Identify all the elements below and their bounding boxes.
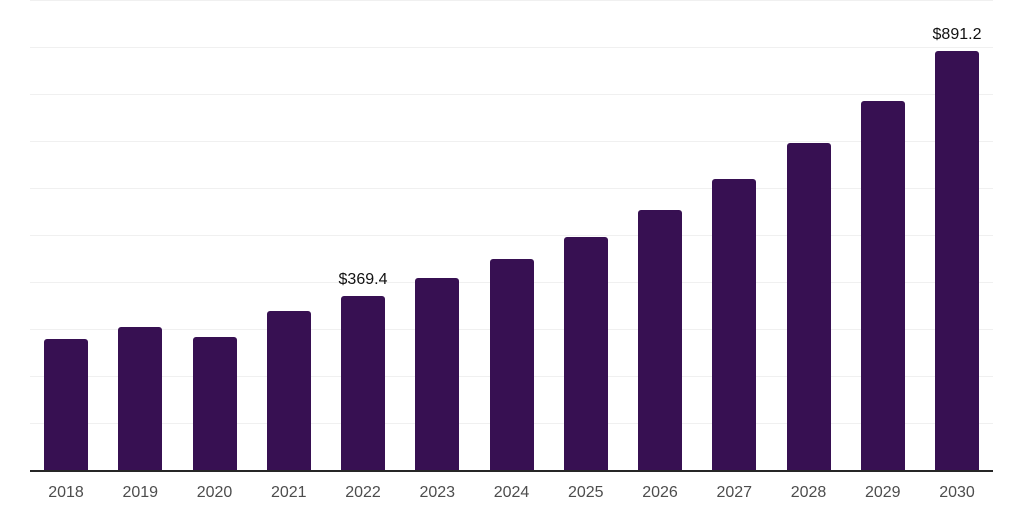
- gridline: [30, 94, 993, 95]
- bar-value-label-2022: $369.4: [338, 271, 388, 289]
- x-tick-label-2018: 2018: [48, 484, 84, 501]
- bar-2024[interactable]: [489, 258, 534, 470]
- gridline: [30, 235, 993, 236]
- gridline: [30, 188, 993, 189]
- bar-value-label-2030: $891.2: [932, 26, 982, 44]
- x-tick-label-2022: 2022: [345, 484, 381, 501]
- gridline: [30, 141, 993, 142]
- bar-2030[interactable]: [935, 51, 979, 470]
- bar-2018[interactable]: [44, 338, 88, 470]
- x-tick-label-2030: 2030: [939, 484, 975, 501]
- x-axis-line: [30, 470, 993, 472]
- plot-area: $369.4 $891.2: [30, 0, 993, 470]
- gridline: [30, 0, 993, 1]
- bar-2026[interactable]: [638, 209, 682, 470]
- bar-2028[interactable]: [786, 142, 831, 470]
- bar-2019[interactable]: [118, 327, 163, 470]
- x-tick-label-2020: 2020: [196, 484, 233, 501]
- x-tick-label-2023: 2023: [419, 484, 456, 501]
- bar-2021[interactable]: [266, 310, 311, 470]
- bar-2027[interactable]: [712, 178, 757, 470]
- x-tick-label-2024: 2024: [493, 484, 530, 501]
- bar-2025[interactable]: [563, 236, 608, 470]
- gridline: [30, 47, 993, 48]
- x-tick-label-2025: 2025: [567, 484, 604, 501]
- bar-2020[interactable]: [192, 337, 237, 470]
- x-tick-label-2029: 2029: [864, 484, 901, 501]
- x-tick-label-2026: 2026: [642, 484, 678, 501]
- x-tick-label-2027: 2027: [716, 484, 753, 501]
- x-tick-label-2021: 2021: [270, 484, 307, 501]
- x-tick-label-2019: 2019: [122, 484, 159, 501]
- bar-2023[interactable]: [415, 278, 460, 470]
- bar-2022[interactable]: [341, 296, 385, 470]
- bar-2029[interactable]: [860, 101, 905, 470]
- x-tick-label-2028: 2028: [790, 484, 827, 501]
